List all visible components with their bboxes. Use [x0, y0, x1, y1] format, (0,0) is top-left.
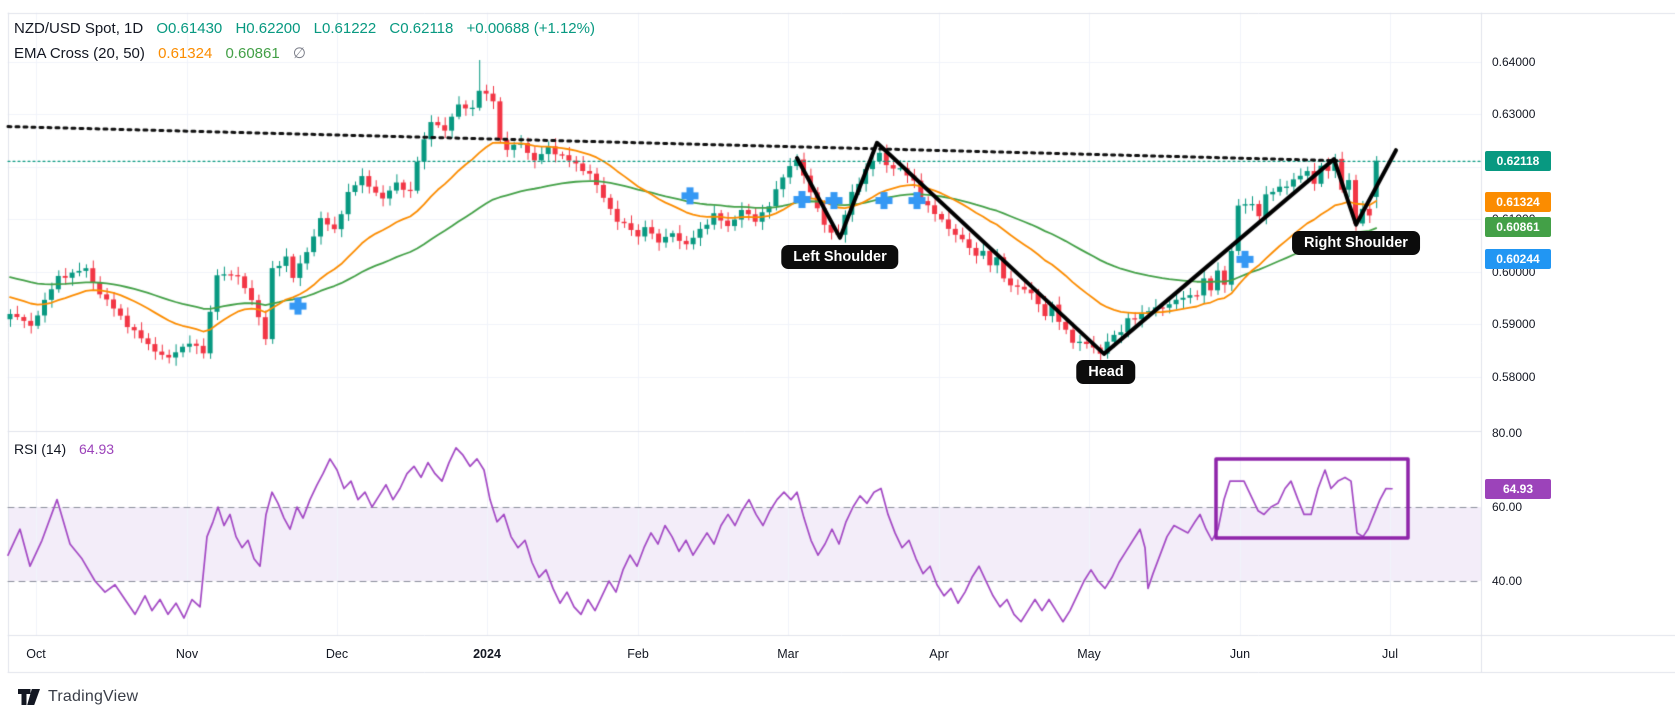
tradingview-logo-text: TradingView — [48, 688, 139, 705]
price-axis-label: 0.58000 — [1492, 369, 1536, 384]
rsi-title: RSI (14) — [14, 441, 67, 457]
time-axis-label-apr: Apr — [929, 647, 949, 661]
price-axis-label: 0.64000 — [1492, 54, 1536, 69]
ema-cross-title: EMA Cross (20, 50) — [14, 45, 145, 62]
indicator-more-icon[interactable]: ∅ — [292, 45, 306, 62]
price-axis-label: 0.59000 — [1492, 317, 1536, 332]
ema20-value: 0.61324 — [158, 45, 213, 62]
time-axis-label-jun: Jun — [1229, 647, 1251, 661]
price-axis-badge: 0.60244 — [1485, 249, 1551, 270]
ema-cross-legend-row[interactable]: EMA Cross (20, 50) 0.61324 0.60861 ∅ — [14, 44, 315, 62]
tradingview-logo-icon — [18, 689, 40, 705]
pattern-label-left-shoulder: Left Shoulder — [781, 245, 899, 269]
price-axis-badge: 0.60861 — [1485, 216, 1551, 237]
rsi-value: 64.93 — [79, 441, 115, 457]
symbol-title: NZD/USD Spot, 1D — [14, 20, 144, 37]
symbol-legend-row[interactable]: NZD/USD Spot, 1D O0.61430 H0.62200 L0.61… — [14, 20, 604, 37]
time-axis-label-oct: Oct — [26, 647, 46, 661]
price-axis-label: 0.63000 — [1492, 107, 1536, 122]
time-axis-label-feb: Feb — [627, 647, 649, 661]
time-axis-label-may: May — [1077, 647, 1101, 661]
pattern-label-right-shoulder: Right Shoulder — [1292, 231, 1420, 255]
rsi-legend-row[interactable]: RSI (14) 64.93 — [14, 441, 123, 457]
ohlc-change: +0.00688 (+1.12%) — [466, 20, 595, 37]
rsi-axis-label: 60.00 — [1492, 500, 1523, 514]
ema50-value: 0.60861 — [225, 45, 280, 62]
time-axis-label-dec: Dec — [325, 647, 349, 661]
price-axis-badge: 0.61324 — [1485, 192, 1551, 213]
ohlc-low: L0.61222 — [313, 20, 377, 37]
ohlc-open: O0.61430 — [156, 20, 223, 37]
time-axis-label-jul: Jul — [1382, 647, 1398, 661]
pattern-label-head: Head — [1076, 360, 1136, 384]
rsi-axis-label: 80.00 — [1492, 426, 1523, 440]
ohlc-high: H0.62200 — [235, 20, 301, 37]
time-axis-label-mar: Mar — [777, 647, 799, 661]
tradingview-logo[interactable]: TradingView — [18, 688, 138, 706]
time-axis-label-nov: Nov — [175, 647, 199, 661]
rsi-axis-label: 40.00 — [1492, 574, 1523, 588]
price-axis-badge: 0.62118 — [1485, 150, 1551, 171]
ohlc-close: C0.62118 — [389, 20, 454, 37]
time-axis-label-2024: 2024 — [473, 647, 501, 661]
rsi-axis-badge: 64.93 — [1485, 478, 1551, 499]
